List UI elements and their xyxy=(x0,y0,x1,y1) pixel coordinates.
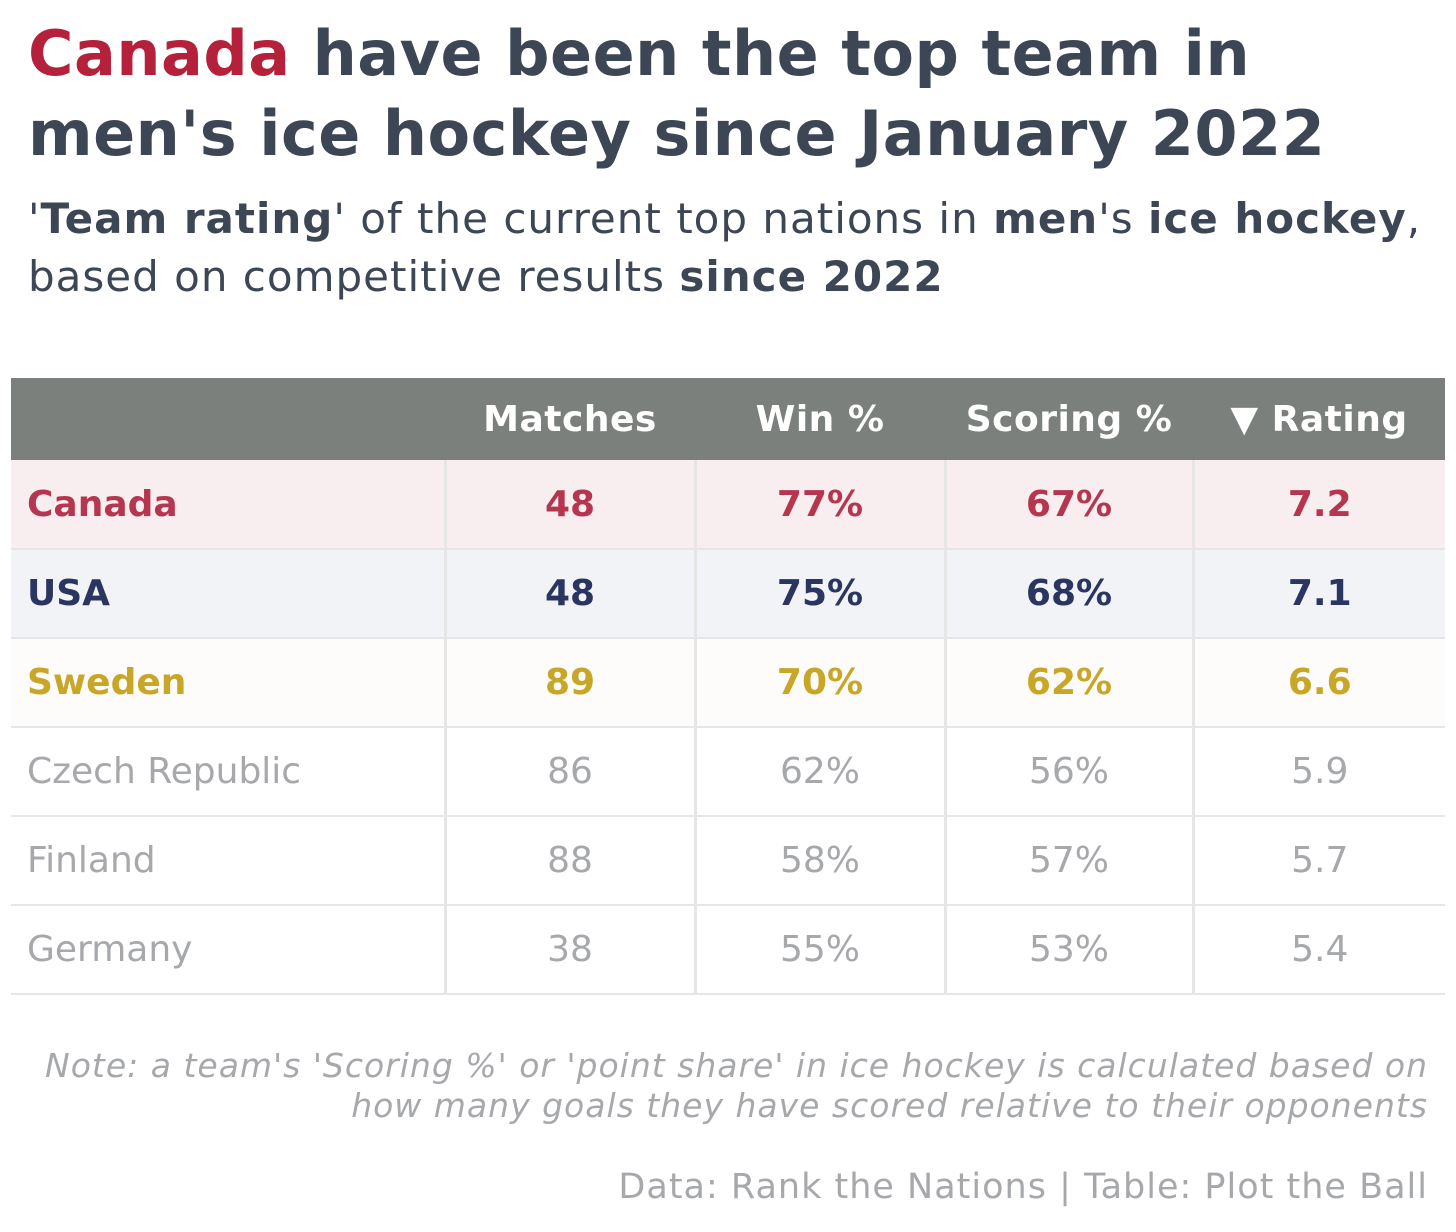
cell-rating: 5.7 xyxy=(1191,816,1445,906)
cell-rating: 7.1 xyxy=(1191,549,1445,639)
ratings-table: Matches Win % Scoring % ▼ Rating Canada … xyxy=(11,378,1445,995)
source-credit: Data: Rank the Nations | Table: Plot the… xyxy=(618,1167,1428,1207)
subtitle-text: , based on competitive results xyxy=(28,194,1422,301)
cell-scoring: 53% xyxy=(943,905,1193,995)
chart-title: Canada have been the top team in men's i… xyxy=(28,14,1438,174)
subtitle-bold-ice-hockey: ice hockey xyxy=(1148,194,1407,243)
cell-win: 55% xyxy=(693,905,945,995)
subtitle-bold-team-rating: Team rating xyxy=(40,194,334,243)
subtitle-text: ' of the current top nations in xyxy=(333,194,994,243)
header-team xyxy=(11,378,445,460)
table-header-row: Matches Win % Scoring % ▼ Rating xyxy=(11,378,1445,460)
table-row: Czech Republic 86 62% 56% 5.9 xyxy=(11,727,1445,817)
cell-matches: 86 xyxy=(443,727,695,817)
cell-scoring: 67% xyxy=(943,460,1193,550)
cell-rating: 5.9 xyxy=(1191,727,1445,817)
cell-scoring: 62% xyxy=(943,638,1193,728)
footnote: Note: a team's 'Scoring %' or 'point sha… xyxy=(45,1046,1428,1125)
subtitle-bold-mens: men xyxy=(993,194,1099,243)
cell-matches: 48 xyxy=(443,460,695,550)
title-highlight: Canada xyxy=(28,17,291,90)
cell-team: Czech Republic xyxy=(11,727,445,817)
cell-team: USA xyxy=(11,549,445,639)
table-row: Sweden 89 70% 62% 6.6 xyxy=(11,638,1445,728)
cell-scoring: 68% xyxy=(943,549,1193,639)
cell-win: 70% xyxy=(693,638,945,728)
cell-win: 77% xyxy=(693,460,945,550)
cell-win: 75% xyxy=(693,549,945,639)
cell-team: Finland xyxy=(11,816,445,906)
header-matches: Matches xyxy=(483,398,657,440)
subtitle-text: ' xyxy=(28,194,41,243)
table-row: USA 48 75% 68% 7.1 xyxy=(11,549,1445,639)
cell-rating: 6.6 xyxy=(1191,638,1445,728)
table-row: Canada 48 77% 67% 7.2 xyxy=(11,460,1445,550)
header-scoring: Scoring % xyxy=(965,398,1173,440)
cell-rating: 5.4 xyxy=(1191,905,1445,995)
cell-matches: 48 xyxy=(443,549,695,639)
cell-matches: 88 xyxy=(443,816,695,906)
cell-team: Sweden xyxy=(11,638,445,728)
cell-win: 62% xyxy=(693,727,945,817)
table-row: Germany 38 55% 53% 5.4 xyxy=(11,905,1445,995)
cell-team: Germany xyxy=(11,905,445,995)
cell-rating: 7.2 xyxy=(1191,460,1445,550)
cell-matches: 89 xyxy=(443,638,695,728)
table-row: Finland 88 58% 57% 5.7 xyxy=(11,816,1445,906)
title-rest: have been the top team in men's ice hock… xyxy=(28,17,1326,170)
cell-win: 58% xyxy=(693,816,945,906)
cell-team: Canada xyxy=(11,460,445,550)
cell-matches: 38 xyxy=(443,905,695,995)
subtitle-text: 's xyxy=(1098,194,1148,243)
header-win: Win % xyxy=(755,398,885,440)
subtitle-bold-since: since 2022 xyxy=(679,252,944,301)
chart-subtitle: 'Team rating' of the current top nations… xyxy=(28,190,1438,306)
cell-scoring: 56% xyxy=(943,727,1193,817)
cell-scoring: 57% xyxy=(943,816,1193,906)
header-rating: ▼ Rating xyxy=(1230,398,1408,440)
